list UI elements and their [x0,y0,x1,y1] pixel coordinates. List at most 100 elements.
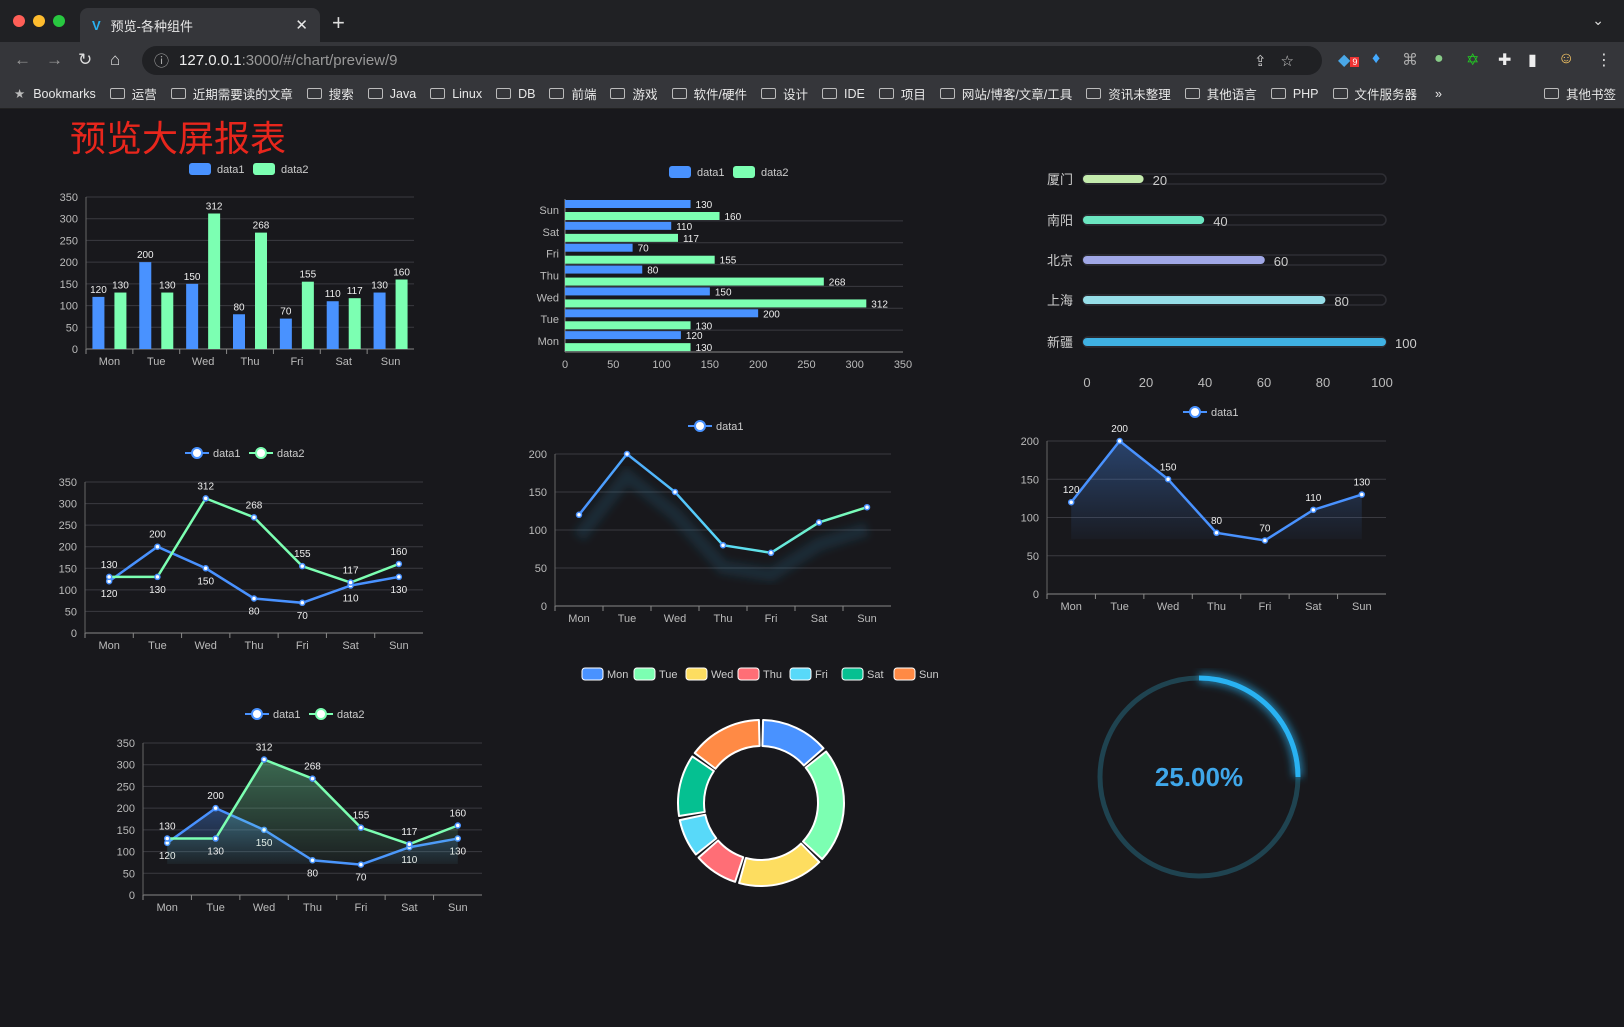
data-label: 80 [233,302,245,313]
y-tick-label: 50 [535,563,547,575]
x-tick-label: Thu [245,640,264,652]
data-label: 200 [137,250,154,261]
y-tick-label: 250 [59,520,77,532]
bookmark-folder[interactable]: 游戏 [610,84,658,103]
bookmark-folder[interactable]: Linux [430,87,482,101]
y-tick-label: 150 [529,487,547,499]
data-label: 130 [696,321,713,332]
minimize-window-button[interactable] [33,15,45,27]
extension-icon[interactable]: ◆ 9 [1338,52,1360,69]
data-label: 312 [206,202,223,213]
close-window-button[interactable] [13,15,25,27]
bookmark-folder[interactable]: 搜索 [306,84,354,103]
forward-icon[interactable]: → [46,50,63,69]
legend-swatch [685,667,708,681]
browser-tab[interactable]: V 预览-各种组件 ✕ [80,8,320,42]
bookmark-folder[interactable]: 前端 [549,84,596,103]
y-tick-label: 100 [60,301,78,313]
bar-data1 [139,262,152,349]
address-bar[interactable]: ⓘ 127.0.0.1:3000/#/chart/preview/9 ⇪☆ [142,46,1322,75]
data-point [575,511,583,519]
bookmark-folder[interactable]: Java [367,87,416,101]
tab-search-chevron-icon[interactable]: ⌄ [1592,12,1604,28]
bookmark-folder[interactable]: IDE [822,87,865,101]
folder-icon [1086,88,1102,99]
data-label: 268 [829,278,846,289]
x-tick-label: Wed [253,902,275,914]
data-point [299,599,306,607]
bookmark-folder[interactable]: 项目 [878,84,926,103]
reload-icon[interactable]: ↻ [78,50,93,69]
legend-marker [191,447,203,459]
data-label: 130 [696,200,713,211]
data-point [309,775,316,782]
bookmarks-button[interactable]: ★ Bookmarks [14,86,96,102]
y-tick-label: 100 [1021,513,1039,525]
data-label: 120 [101,589,118,600]
more-bookmarks-button[interactable]: » [1435,86,1442,101]
gem-extension-icon[interactable]: ♦ [1372,50,1381,67]
close-tab-icon[interactable]: ✕ [295,17,308,34]
x-tick-label: Fri [1259,601,1272,613]
y-tick-label: 100 [529,525,547,537]
star-icon: ★ [14,87,26,101]
x-tick-label: 50 [607,359,619,371]
bookmark-folder[interactable]: DB [496,87,535,101]
data-label: 130 [149,585,166,596]
data-label: 155 [353,811,370,822]
menu-icon[interactable]: ⋮ [1596,52,1612,69]
cmd-extension-icon[interactable]: ⌘ [1402,52,1418,69]
donut-slice-Sun [693,719,761,770]
data-label: 130 [371,281,388,292]
y-tick-label: 300 [117,760,135,772]
star-extension-icon[interactable]: ✡ [1466,52,1480,69]
bar-data2 [301,281,314,349]
bookmark-folder[interactable]: 资讯未整理 [1086,84,1171,103]
maximize-window-button[interactable] [53,15,65,27]
legend-swatch [669,166,691,178]
puzzle-icon[interactable]: ✚ [1498,52,1512,69]
x-tick-label: 350 [894,359,912,371]
data-label: 70 [355,873,367,884]
new-tab-button[interactable]: + [332,10,345,35]
bar-data2 [565,277,824,286]
avatar[interactable]: ☺ [1558,50,1575,67]
legend-marker [255,447,267,459]
bookmark-folder[interactable]: 软件/硬件 [671,84,747,103]
x-tick-label: 40 [1198,375,1212,390]
bar-data2 [395,279,408,349]
bookmark-folder[interactable]: 运营 [109,84,157,103]
circle-extension-icon[interactable]: ● [1434,50,1444,67]
y-tick-label: 0 [71,628,77,640]
bookmark-folder[interactable]: PHP [1270,87,1319,101]
share-icon[interactable]: ⇪ [1253,52,1281,70]
home-icon[interactable]: ⌂ [110,50,121,69]
progress-label: 北京 [1047,253,1073,268]
bookmark-folder[interactable]: 近期需要读的文章 [170,84,293,103]
legend-label-data2: data2 [337,709,365,721]
y-tick-label: 0 [1033,589,1039,601]
bookmark-star-icon[interactable]: ☆ [1280,52,1308,70]
legend-marker [1189,406,1201,418]
favicon-icon: V [92,17,101,33]
bookmark-folder[interactable]: 其他语言 [1184,84,1257,103]
y-tick-label: Fri [546,249,559,261]
data-point [1164,476,1172,483]
other-bookmarks[interactable]: 其他书签 [1543,84,1616,103]
back-icon[interactable]: ← [14,50,31,69]
data-point [671,488,679,496]
bar-data2 [114,292,127,349]
bar-data1 [565,331,681,340]
bookmark-folder[interactable]: 文件服务器 [1332,84,1417,103]
bookmark-folder[interactable]: 网站/博客/文章/工具 [939,84,1072,103]
url-host: 127.0.0.1 [179,52,242,69]
data-label: 160 [449,809,466,820]
data-label: 130 [112,281,129,292]
bookmark-folder[interactable]: 设计 [760,84,808,103]
data-label: 150 [715,287,732,298]
data-label: 160 [393,268,410,279]
sidepanel-icon[interactable]: ▮ [1528,52,1537,69]
x-tick-label: Fri [765,613,778,625]
x-tick-label: Sat [335,356,352,368]
legend-swatch [737,667,760,681]
